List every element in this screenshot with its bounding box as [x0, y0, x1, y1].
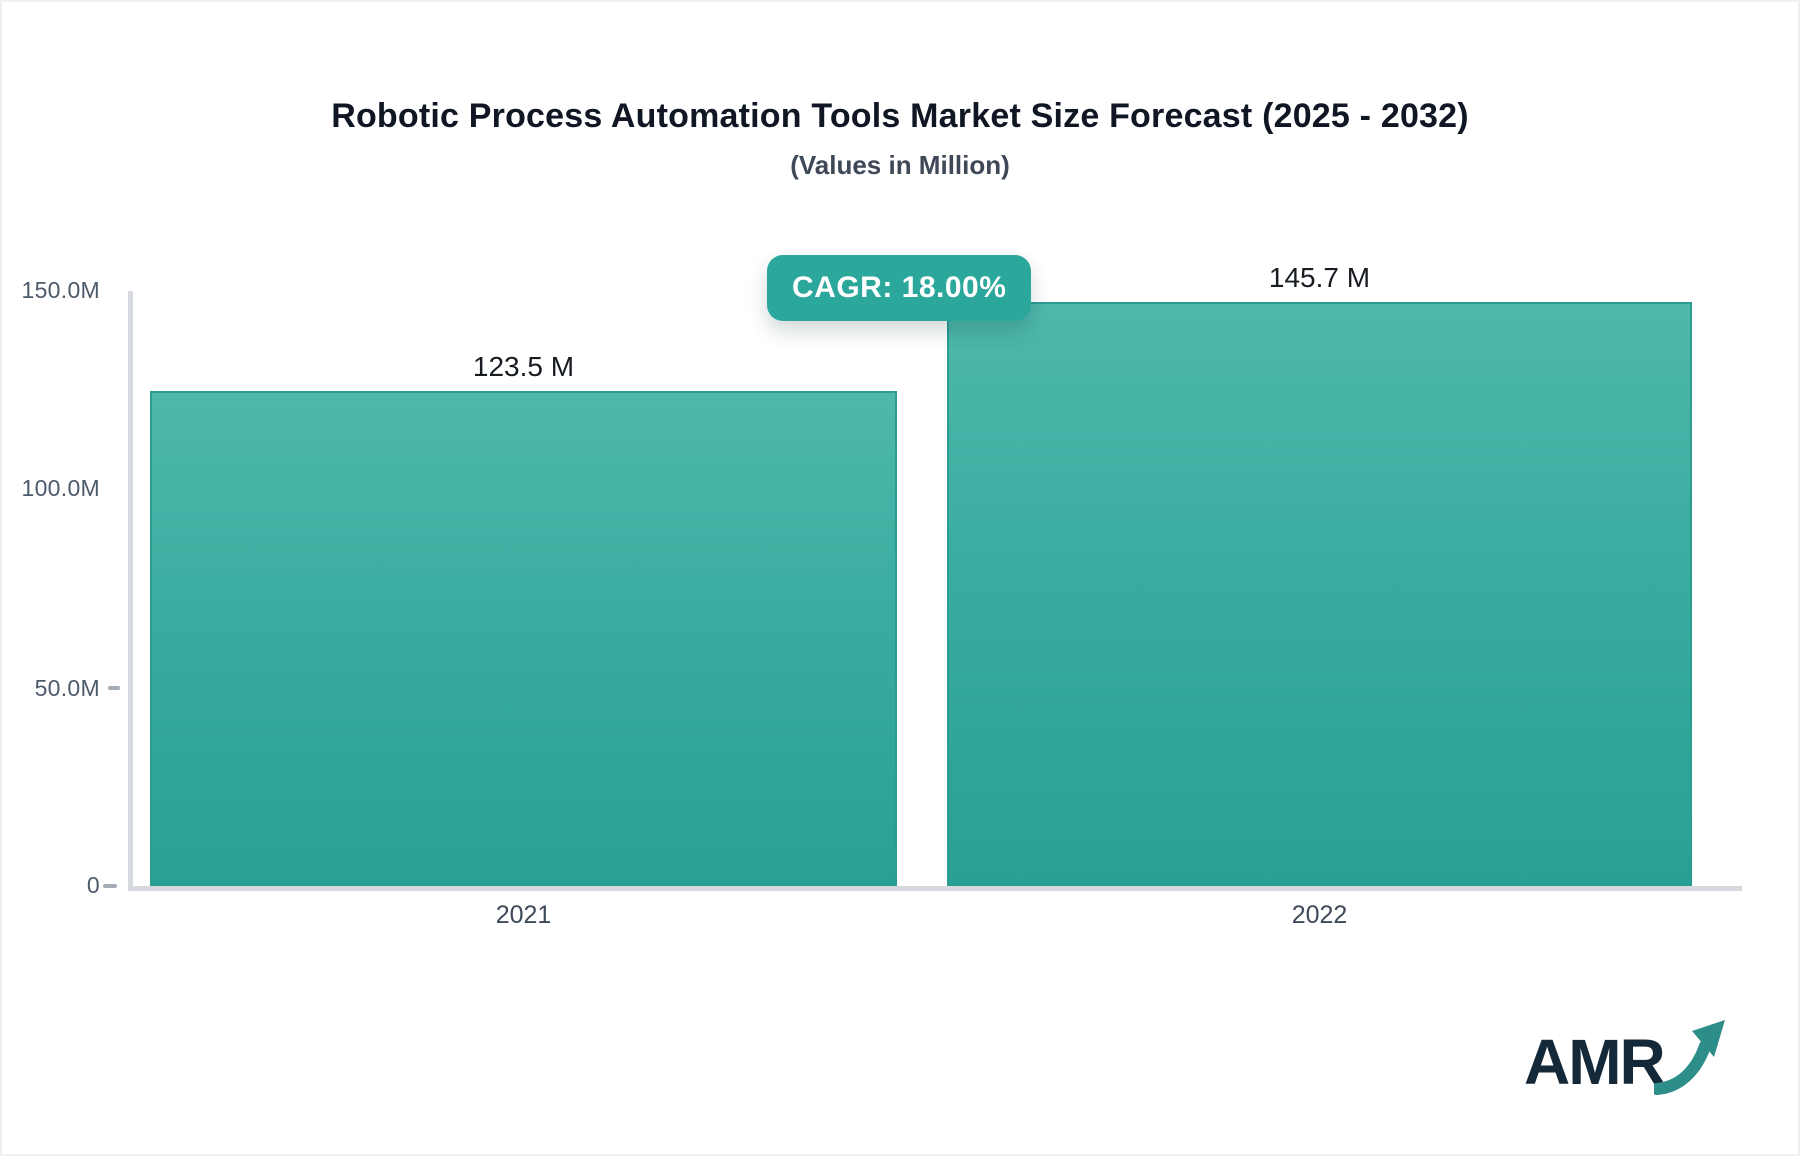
y-axis-line	[128, 291, 133, 891]
y-tick-mark	[108, 686, 120, 690]
chart-subtitle: (Values in Million)	[790, 150, 1010, 180]
x-tick-label-2021: 2021	[495, 901, 552, 929]
y-tick-label: 100.0M	[21, 475, 100, 501]
y-tick-mark	[103, 884, 117, 888]
amr-logo-text: AMR	[1524, 1025, 1666, 1098]
bar-value-label: 145.7 M	[1268, 262, 1371, 293]
bar-value-label: 123.5 M	[472, 351, 575, 382]
cagr-badge: CAGR: 18.00%	[767, 255, 1032, 321]
y-tick-label: 150.0M	[21, 277, 100, 303]
y-tick-label: 0	[86, 872, 100, 898]
y-tick-label: 50.0M	[34, 675, 100, 701]
chart-title: Robotic Process Automation Tools Market …	[331, 97, 1469, 135]
x-tick-label-2022: 2022	[1291, 901, 1348, 929]
amr-logo: AMR	[1524, 1020, 1732, 1101]
x-axis-line	[128, 886, 1742, 891]
growth-arrow-icon	[1650, 1016, 1732, 1101]
bar-2022[interactable]: 145.7 M	[947, 262, 1692, 886]
bar-2021[interactable]: 123.5 M	[150, 351, 897, 886]
